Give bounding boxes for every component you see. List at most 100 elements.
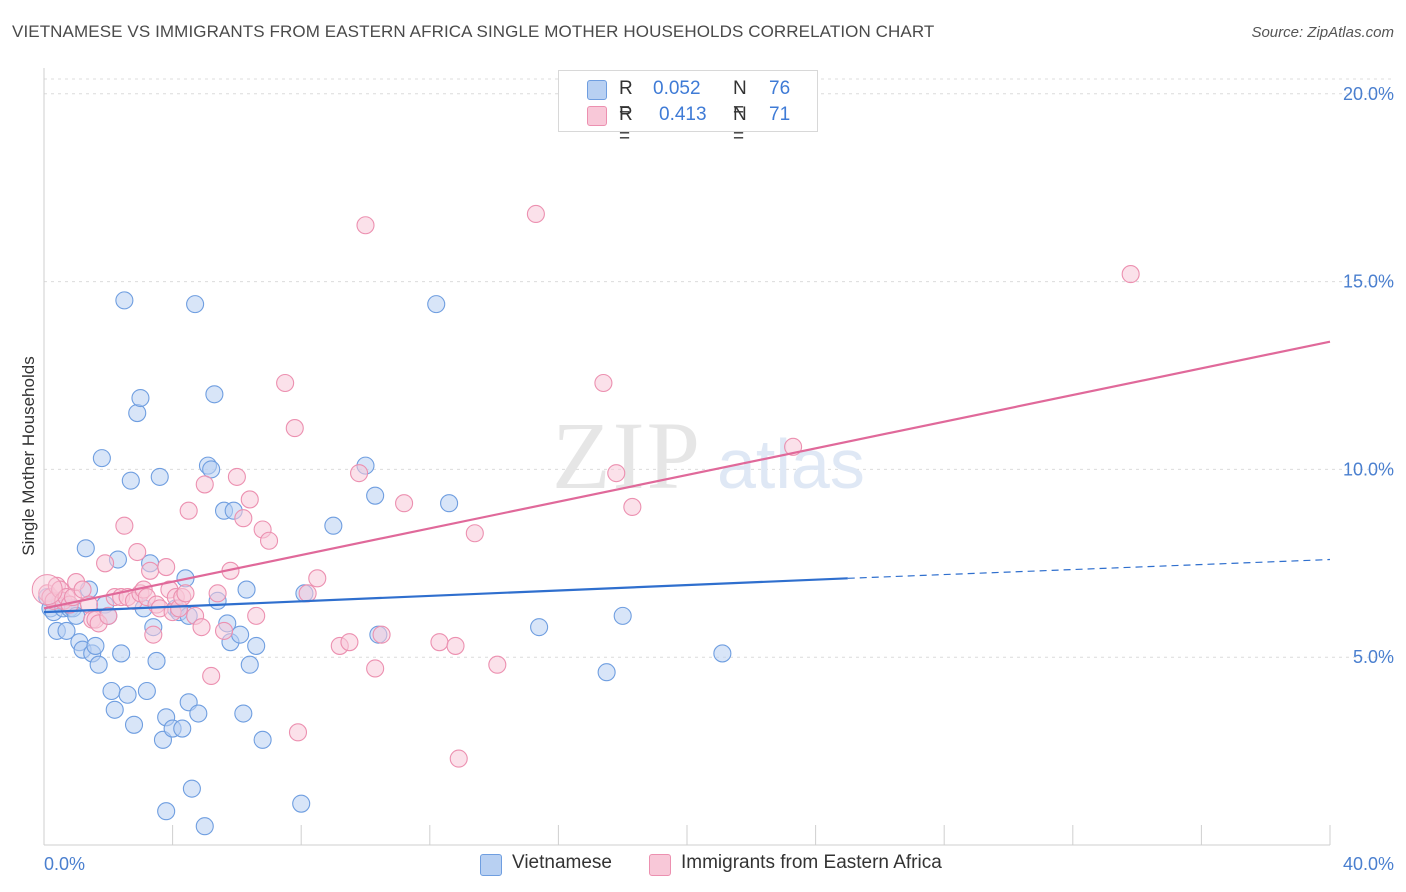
vietnamese-point <box>115 291 134 310</box>
vietnamese-point <box>105 700 124 719</box>
vietnamese-point <box>118 685 137 704</box>
y-axis-label: Single Mother Households <box>19 356 38 555</box>
legend-swatch-blue <box>587 80 607 100</box>
legend-r-value: 0.413 <box>659 104 707 125</box>
eastern-africa-point <box>96 554 115 573</box>
legend-r-label: R = <box>619 104 633 147</box>
vietnamese-point <box>195 817 214 836</box>
eastern-africa-point <box>446 636 465 655</box>
vietnamese-point <box>76 539 95 558</box>
eastern-africa-point <box>350 464 369 483</box>
y-tick-label: 15.0% <box>1343 272 1394 292</box>
vietnamese-point <box>182 779 201 798</box>
eastern-africa-trend-line <box>43 340 1331 610</box>
eastern-africa-point <box>308 569 327 588</box>
legend-eastern-africa-label: Immigrants from Eastern Africa <box>681 852 942 873</box>
vietnamese-point <box>292 794 311 813</box>
grid-lines <box>44 78 1394 658</box>
vietnamese-point <box>440 494 459 513</box>
source-label: Source: ZipAtlas.com <box>1251 24 1394 41</box>
vietnamese-point <box>202 460 221 479</box>
eastern-africa-point <box>31 574 63 606</box>
vietnamese-point <box>713 644 732 663</box>
vietnamese-point <box>121 471 140 490</box>
eastern-africa-point <box>340 633 359 652</box>
vietnamese-point <box>427 295 446 314</box>
legend-eastern-africa-swatch <box>649 854 671 876</box>
eastern-africa-point <box>285 419 304 438</box>
eastern-africa-point <box>372 625 391 644</box>
eastern-africa-point <box>488 655 507 674</box>
eastern-africa-point <box>192 618 211 637</box>
series-legend: Vietnamese Immigrants from Eastern Afric… <box>0 852 1406 876</box>
eastern-africa-point <box>214 621 234 640</box>
vietnamese-point <box>186 295 205 314</box>
series-vietnamese-points <box>38 291 732 836</box>
vietnamese-point <box>324 516 343 535</box>
eastern-africa-point <box>234 509 253 528</box>
vietnamese-point <box>150 467 169 486</box>
legend-n-label: N = <box>733 78 747 121</box>
eastern-africa-point <box>157 557 176 577</box>
vietnamese-point <box>112 644 131 663</box>
vietnamese-point <box>240 655 259 674</box>
eastern-africa-point <box>176 584 195 603</box>
vietnamese-point <box>137 681 156 701</box>
vietnamese-point <box>237 580 256 599</box>
vietnamese-point <box>57 621 76 640</box>
vietnamese-point <box>128 403 147 423</box>
series-eastern-africa-points <box>31 204 1140 768</box>
eastern-africa-point <box>208 584 227 603</box>
eastern-africa-point <box>623 497 642 517</box>
vietnamese-point <box>86 636 105 655</box>
eastern-africa-point <box>430 633 449 652</box>
eastern-africa-point <box>141 561 160 580</box>
legend-r-label: R = <box>619 78 633 121</box>
vietnamese-point <box>205 385 224 404</box>
y-tick-labels: 5.0% 10.0% 15.0% 20.0% <box>1343 84 1394 667</box>
legend-swatch-pink <box>587 106 607 126</box>
eastern-africa-point <box>607 464 626 483</box>
vietnamese-point <box>131 388 150 408</box>
vietnamese-point <box>102 681 121 701</box>
vietnamese-point <box>366 486 385 505</box>
y-tick-label: 10.0% <box>1343 459 1394 479</box>
eastern-africa-point <box>1121 265 1140 284</box>
eastern-africa-point <box>179 501 198 520</box>
eastern-africa-point <box>276 373 295 393</box>
legend-n-label: N = <box>733 104 747 147</box>
eastern-africa-point <box>298 584 317 603</box>
x-tick-label: 0.0% <box>44 854 85 874</box>
vietnamese-point <box>173 719 192 738</box>
eastern-africa-point <box>240 490 259 509</box>
x-tick-label: 40.0% <box>1343 854 1394 874</box>
eastern-africa-point <box>247 606 266 625</box>
legend-n-value: 71 <box>769 104 791 125</box>
eastern-africa-point <box>202 666 221 686</box>
vietnamese-point <box>124 715 144 734</box>
eastern-africa-point <box>128 542 147 562</box>
eastern-africa-point <box>227 467 246 486</box>
vietnamese-trend-line <box>43 577 848 614</box>
eastern-africa-point <box>288 723 308 742</box>
axes <box>43 68 1331 846</box>
eastern-africa-point <box>395 494 414 513</box>
legend-vietnamese-swatch <box>480 854 502 876</box>
eastern-africa-point <box>449 749 468 768</box>
vietnamese-point <box>147 651 166 671</box>
vietnamese-point <box>234 704 253 723</box>
x-tick-labels: 0.0% 40.0% <box>44 854 1394 874</box>
correlation-legend: R = 0.052 N = 76 R = 0.413 N = 71 <box>558 70 818 147</box>
vietnamese-point <box>597 663 616 682</box>
y-tick-label: 20.0% <box>1343 84 1394 104</box>
eastern-africa-point <box>526 204 545 224</box>
eastern-africa-point <box>115 516 134 535</box>
vietnamese-point <box>157 802 176 821</box>
vietnamese-point <box>530 618 549 637</box>
vietnamese-point <box>613 606 632 625</box>
legend-r-value: 0.052 <box>653 78 701 99</box>
eastern-africa-point <box>144 625 163 644</box>
eastern-africa-point <box>73 580 92 599</box>
eastern-africa-point <box>594 373 613 393</box>
